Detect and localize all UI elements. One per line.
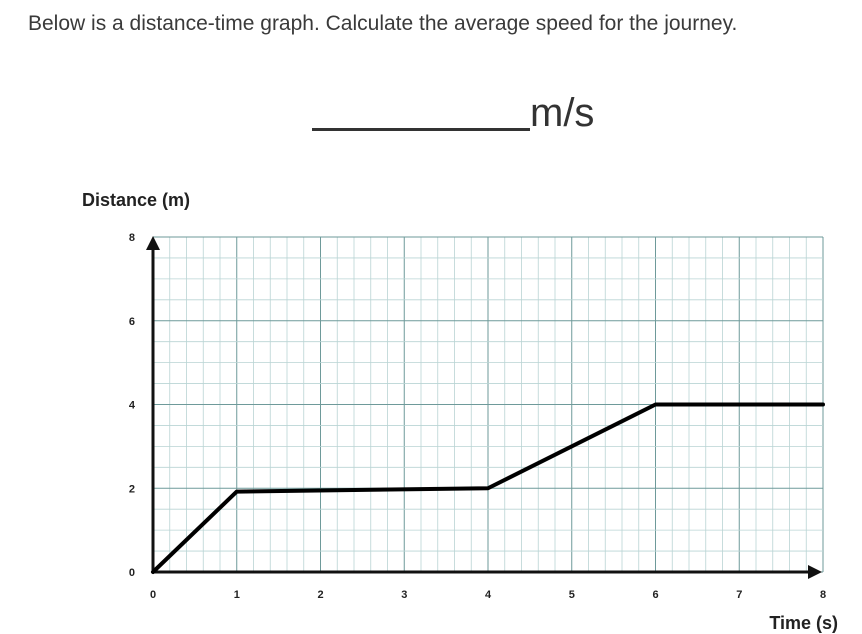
series-lines [151, 402, 825, 574]
answer-blank-field[interactable] [312, 84, 530, 131]
y-axis-arrow [146, 236, 160, 250]
x-axis-title: Time (s) [769, 613, 838, 633]
question-text: Below is a distance-time graph. Calculat… [28, 12, 738, 35]
x-axis-arrow [808, 565, 822, 579]
tick-labels: 0 1 2 3 4 5 6 7 8 0 2 4 6 8 [129, 232, 826, 601]
y-axis-title: Distance (m) [82, 190, 190, 210]
y-tick-label: 0 [129, 567, 135, 579]
x-tick-label: 2 [317, 589, 323, 601]
x-tick-label: 8 [820, 589, 826, 601]
x-tick-label: 5 [569, 589, 575, 601]
answer-area: m/s [312, 84, 594, 135]
y-tick-label: 4 [129, 400, 136, 412]
y-tick-label: 6 [129, 316, 135, 328]
x-tick-label: 4 [485, 589, 492, 601]
x-tick-label: 7 [736, 589, 742, 601]
axes [146, 236, 822, 579]
y-tick-label: 2 [129, 483, 135, 495]
y-tick-label: 8 [129, 232, 135, 244]
answer-unit: m/s [530, 91, 595, 135]
x-tick-label: 0 [150, 589, 156, 601]
x-tick-label: 3 [401, 589, 407, 601]
x-tick-label: 6 [652, 589, 658, 601]
x-tick-label: 1 [234, 589, 240, 601]
